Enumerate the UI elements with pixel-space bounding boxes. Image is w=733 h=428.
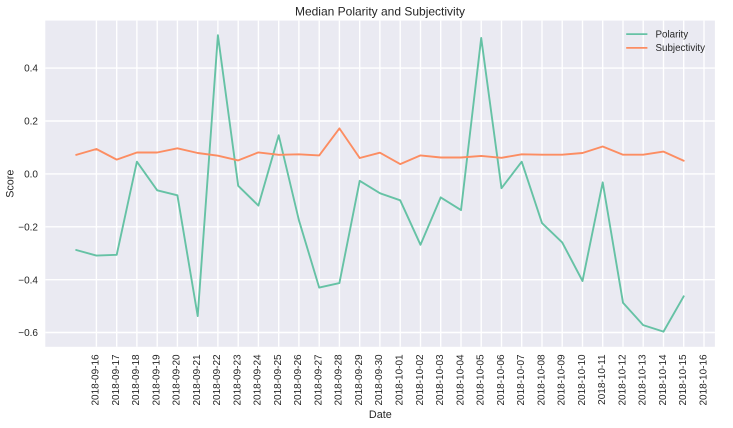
- svg-text:2018-10-12: 2018-10-12: [617, 354, 628, 406]
- svg-text:2018-10-09: 2018-10-09: [557, 354, 568, 406]
- svg-text:2018-10-04: 2018-10-04: [455, 354, 466, 406]
- svg-text:2018-09-22: 2018-09-22: [212, 354, 223, 406]
- svg-text:2018-09-17: 2018-09-17: [111, 354, 122, 406]
- svg-text:2018-10-16: 2018-10-16: [698, 354, 709, 406]
- svg-text:Polarity: Polarity: [656, 29, 689, 40]
- svg-text:Median Polarity and Subjectivi: Median Polarity and Subjectivity: [295, 4, 465, 18]
- svg-text:2018-10-10: 2018-10-10: [577, 354, 588, 406]
- svg-text:2018-10-11: 2018-10-11: [597, 354, 608, 405]
- svg-text:2018-09-24: 2018-09-24: [253, 354, 264, 406]
- svg-text:2018-10-07: 2018-10-07: [516, 354, 527, 406]
- svg-text:2018-09-18: 2018-09-18: [131, 354, 142, 406]
- svg-text:2018-10-15: 2018-10-15: [678, 354, 689, 406]
- svg-text:2018-09-19: 2018-09-19: [152, 354, 163, 406]
- svg-text:2018-10-02: 2018-10-02: [415, 354, 426, 406]
- svg-text:2018-09-25: 2018-09-25: [273, 354, 284, 406]
- svg-text:−0.4: −0.4: [18, 275, 38, 286]
- svg-text:Score: Score: [5, 170, 17, 198]
- svg-text:2018-09-28: 2018-09-28: [334, 354, 345, 406]
- svg-text:2018-09-26: 2018-09-26: [293, 354, 304, 406]
- svg-text:0.4: 0.4: [24, 64, 38, 75]
- svg-text:−0.2: −0.2: [18, 222, 38, 233]
- svg-text:2018-10-06: 2018-10-06: [496, 354, 507, 406]
- svg-text:0.2: 0.2: [24, 117, 38, 128]
- svg-text:2018-10-05: 2018-10-05: [476, 354, 487, 406]
- svg-text:−0.6: −0.6: [18, 328, 38, 339]
- svg-text:2018-10-14: 2018-10-14: [658, 354, 669, 406]
- svg-text:2018-10-03: 2018-10-03: [435, 354, 446, 406]
- svg-text:2018-10-13: 2018-10-13: [638, 354, 649, 406]
- svg-text:2018-10-08: 2018-10-08: [536, 354, 547, 406]
- svg-text:2018-09-21: 2018-09-21: [192, 354, 203, 406]
- svg-text:0.0: 0.0: [24, 170, 38, 181]
- svg-text:Date: Date: [369, 409, 392, 421]
- svg-text:2018-09-27: 2018-09-27: [314, 354, 325, 406]
- svg-text:2018-10-01: 2018-10-01: [395, 354, 406, 406]
- svg-text:Subjectivity: Subjectivity: [656, 43, 706, 54]
- svg-text:2018-09-20: 2018-09-20: [172, 354, 183, 406]
- svg-text:2018-09-30: 2018-09-30: [374, 354, 385, 406]
- svg-text:2018-09-23: 2018-09-23: [233, 354, 244, 406]
- svg-text:2018-09-16: 2018-09-16: [91, 354, 102, 406]
- svg-text:2018-09-29: 2018-09-29: [354, 354, 365, 406]
